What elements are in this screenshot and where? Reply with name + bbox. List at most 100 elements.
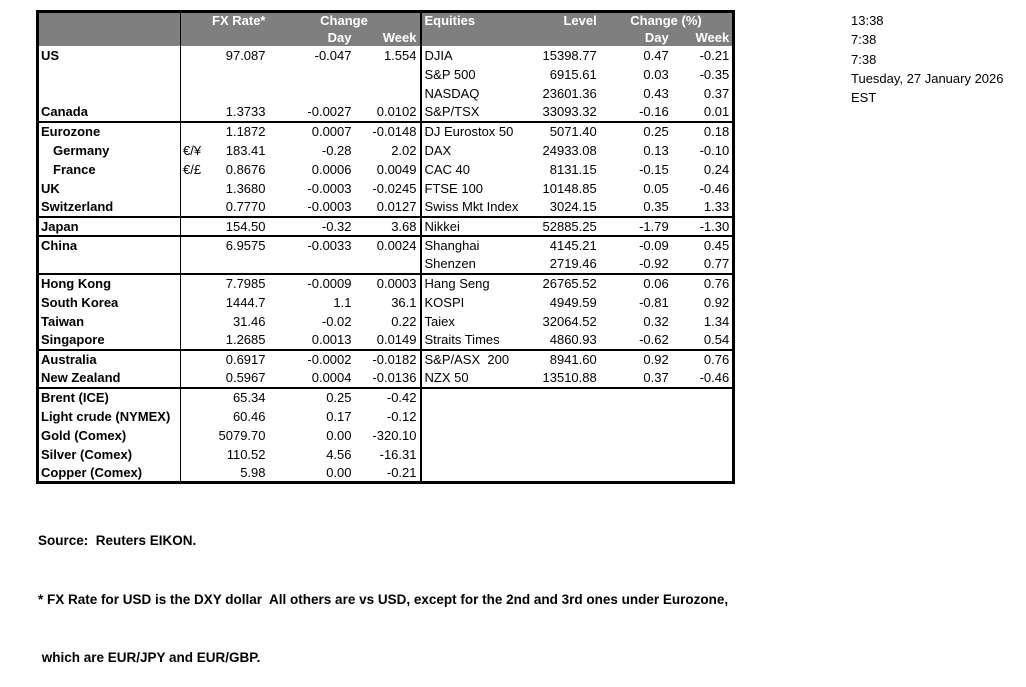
equity-name: Swiss Mkt Index	[420, 197, 540, 218]
equity-week-change: 0.54	[671, 330, 734, 351]
equity-week-change: 1.34	[703, 313, 730, 329]
table-row: Canada 1.3733 -0.0027 0.0102 S&P/TSX 33093.32…	[37, 102, 734, 123]
equity-day-change: -0.15	[639, 161, 669, 177]
equity-name: S&P/ASX 200	[424, 352, 510, 367]
table-row: S&P 500 6915.61 0.03 -0.35	[37, 64, 734, 84]
equity-day-change: -0.92	[599, 254, 672, 275]
fx-day-change: 0.0004	[268, 368, 355, 389]
equity-name	[421, 388, 540, 407]
fx-day-change: -0.0003	[307, 180, 352, 196]
source-note: Source: Reuters EIKON.	[38, 533, 197, 548]
row-label: Hong Kong	[37, 273, 181, 293]
fx-day-change: 0.25	[326, 390, 352, 405]
equity-day-change	[600, 407, 672, 426]
equity-name: DAX	[424, 142, 452, 158]
equity-name: Shenzen	[420, 254, 540, 275]
equity-level: 32064.52	[542, 313, 597, 329]
equity-day-change: 0.37	[599, 368, 672, 389]
row-label: New Zealand	[37, 368, 181, 389]
fx-day-change: 0.0007	[311, 124, 352, 139]
fx-rate	[207, 84, 269, 103]
equity-day-change: 0.47	[643, 47, 669, 63]
currency-pair	[181, 445, 207, 464]
currency-pair	[181, 312, 207, 331]
row-label: Silver (Comex)	[37, 444, 181, 464]
fx-week-change: -0.0148	[354, 121, 422, 141]
currency-pair	[180, 197, 207, 218]
equity-week-change	[672, 464, 734, 483]
fx-day-change: -0.0033	[307, 238, 352, 253]
equity-day-change	[600, 445, 672, 464]
fx-rate: 97.087	[225, 47, 266, 63]
equity-level: 10148.85	[542, 180, 597, 196]
equity-name	[421, 407, 540, 426]
table-row: Singapore 1.2685 0.0013 0.0149 Straits Times…	[37, 330, 734, 351]
equity-level: 13510.88	[539, 368, 600, 389]
equity-name	[421, 464, 540, 483]
row-label: UK	[37, 178, 181, 198]
equity-day-change: -0.81	[639, 294, 669, 310]
table-row: Shenzen 2719.46 -0.92 0.77	[37, 254, 734, 275]
fx-rate: 1.3680	[225, 180, 266, 196]
table-row: Eurozone 1.1872 0.0007 -0.0148 DJ Eurostox 5…	[37, 121, 734, 141]
currency-pair	[181, 407, 207, 426]
equity-day-change	[600, 426, 672, 445]
equity-week-change: 0.76	[703, 276, 730, 291]
row-label: Singapore	[37, 330, 181, 351]
currency-pair	[181, 388, 207, 407]
fx-week-change: -320.10	[354, 425, 422, 445]
equity-week-change: 1.33	[671, 197, 734, 218]
table-row: China 6.9575 -0.0033 0.0024 Shanghai 4145.21 -…	[37, 235, 734, 255]
equity-week-change: -0.46	[671, 368, 734, 389]
equity-name: Straits Times	[420, 330, 540, 351]
equity-level	[540, 445, 600, 464]
currency-pair	[181, 426, 207, 445]
fx-day-change: 0.17	[326, 408, 352, 424]
currency-pair	[180, 368, 207, 389]
equity-week-change: 0.18	[703, 124, 730, 139]
equities-day-header: Day	[599, 28, 672, 46]
fx-day-change	[269, 84, 355, 103]
table-row: South Korea 1444.7 1.1 36.1 KOSPI 4949.59 -0.8…	[37, 292, 734, 312]
row-label: France	[37, 159, 181, 179]
equity-name: Shanghai	[424, 238, 480, 253]
equity-level: 15398.77	[542, 47, 597, 63]
fx-day-change: 4.56	[326, 446, 352, 462]
table-body: US 97.087 -0.047 1.554 DJIA 15398.77 0.47 -0.21…	[37, 45, 734, 483]
fx-week-change: -0.12	[354, 406, 422, 426]
fx-week-change: 0.0127	[354, 197, 422, 218]
market-report-table-wrap: FX Rate* Change Equities Level Change (%…	[36, 10, 736, 484]
row-label: Eurozone	[37, 121, 181, 141]
equity-week-change: 0.37	[703, 85, 730, 101]
fx-day-change: -0.0009	[307, 276, 352, 291]
fx-week-change: 3.68	[354, 216, 422, 237]
table-row: Taiwan 31.46 -0.02 0.22 Taiex 32064.52 0.32 1.3…	[37, 311, 734, 331]
fx-week-change: 0.0024	[354, 235, 422, 255]
table-row: UK 1.3680 -0.0003 -0.0245 FTSE 100 10148.85 0.…	[37, 178, 734, 198]
table-row: Hong Kong 7.7985 -0.0009 0.0003 Hang Seng 267…	[37, 273, 734, 293]
equities-change-header: Change (%)	[599, 11, 734, 29]
fx-day-change	[269, 65, 355, 84]
equity-week-change: -0.10	[699, 142, 730, 158]
table-row: Australia 0.6917 -0.0002 -0.0182 S&P/ASX 200…	[37, 349, 734, 369]
table-row: New Zealand 0.5967 0.0004 -0.0136 NZX 50 1351…	[37, 368, 734, 389]
fx-rate: 183.41	[225, 142, 266, 158]
fx-rate: 0.6917	[225, 352, 266, 367]
report-date: Tuesday, 27 January 2026	[851, 70, 1004, 86]
equity-name: NZX 50	[420, 368, 540, 389]
fx-rate: 0.7770	[206, 197, 269, 218]
currency-pair	[181, 65, 207, 84]
equity-day-change: 0.43	[643, 85, 669, 101]
equity-level: 23601.36	[542, 85, 597, 101]
fx-week-change: 0.0003	[354, 273, 422, 293]
equity-week-change: 0.92	[703, 294, 730, 310]
equity-week-change	[672, 426, 734, 445]
table-row: Gold (Comex) 5079.70 0.00 -320.10	[37, 425, 734, 445]
equity-week-change: 0.77	[671, 254, 734, 275]
equity-name: NASDAQ	[424, 85, 480, 101]
equity-name: CAC 40	[424, 161, 471, 177]
fx-rate: 1.3733	[206, 102, 269, 123]
currency-pair	[180, 254, 207, 275]
equity-day-change: -0.62	[599, 330, 672, 351]
row-label	[37, 254, 181, 275]
